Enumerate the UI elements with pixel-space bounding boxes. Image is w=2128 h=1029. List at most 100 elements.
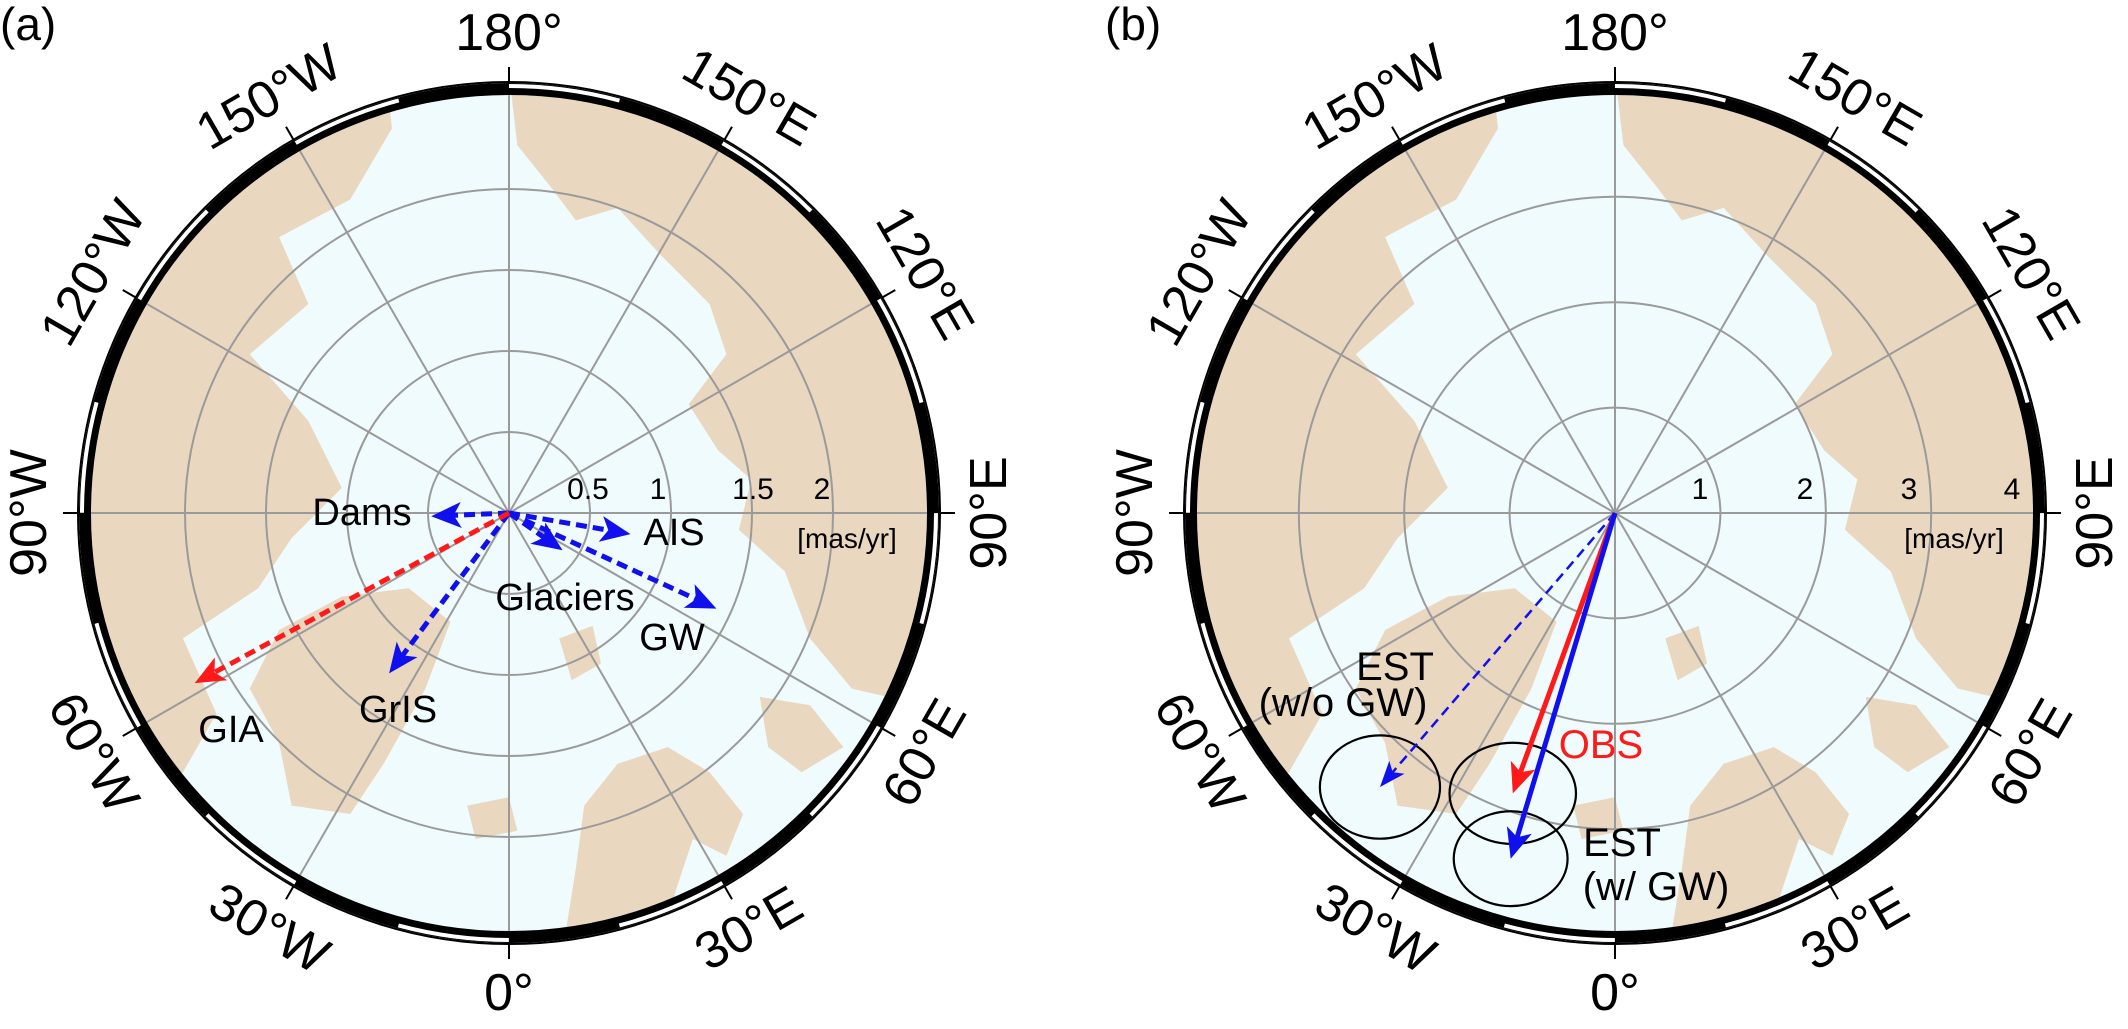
ring-label: 2 [814, 473, 831, 506]
vector-gw: GW [507, 510, 717, 659]
meridian-line [508, 512, 872, 723]
vector-arrowhead [389, 641, 418, 674]
vector-label: Glaciers [495, 577, 634, 619]
meridian-line [1252, 303, 1616, 514]
vector-gris: GrIS [359, 511, 512, 731]
map-frame [79, 83, 939, 943]
meridian-line [1252, 512, 1616, 723]
frame-tick [1391, 126, 1401, 141]
unit-label: [mas/yr] [797, 523, 897, 554]
vector-arrowhead [598, 516, 631, 542]
land-scandinavia [559, 747, 744, 931]
frame-scale-bar [80, 84, 938, 942]
ring-label: 2 [1797, 473, 1814, 506]
vector-glaciers: Glaciers [495, 510, 635, 619]
meridian-label: 90°E [2066, 456, 2124, 569]
meridian-label: 0° [484, 964, 534, 1022]
vector-shaft [453, 510, 510, 518]
land-kola [759, 696, 844, 773]
vector-est-w-gw: EST(w/ GW) [1506, 512, 1730, 909]
frame-tick [881, 727, 896, 737]
ring-label: 4 [2004, 473, 2021, 506]
error-ellipse [1318, 734, 1442, 840]
vector-shaft [1514, 512, 1618, 838]
vector-label: GrIS [359, 689, 437, 731]
vector-arrowhead [1380, 760, 1405, 787]
vector-label: Dams [312, 492, 411, 534]
frame-tick [723, 126, 733, 141]
frame-tick [1228, 289, 1243, 299]
meridian-label: 180° [1561, 4, 1669, 62]
frame-tick [1829, 126, 1839, 141]
meridian-line [508, 303, 872, 514]
frame-tick [1987, 289, 2002, 299]
ring-label: 1 [1692, 473, 1709, 506]
meridian-label: 90°W [0, 449, 58, 577]
vector-shaft [213, 510, 511, 675]
vector-shaft [507, 510, 697, 602]
frame-tick [723, 885, 733, 900]
vector-label: OBS [1559, 723, 1643, 767]
meridian-line [146, 303, 510, 514]
vector-arrowhead [530, 522, 563, 551]
frame-tick [881, 289, 896, 299]
frame-tick [1228, 727, 1243, 737]
land-svalbard [1665, 625, 1707, 681]
frame-tick [1829, 885, 1839, 900]
meridian-line [1614, 150, 1825, 514]
frame-tick [1987, 727, 2002, 737]
meridian-line [299, 150, 510, 514]
vector-dams: Dams [312, 492, 510, 534]
vector-est-w-o-gw: EST(w/o GW) [1259, 512, 1616, 787]
meridian-line [1614, 303, 1978, 514]
land-greenland [249, 588, 451, 814]
error-ellipse [1452, 810, 1569, 908]
panel-label: (a) [0, 0, 56, 50]
frame-scale-bar [1186, 84, 2044, 942]
vector-shaft [1518, 512, 1618, 774]
frame-tick [285, 126, 295, 141]
vector-gia: GIA [194, 510, 511, 751]
vector-label: GIA [198, 709, 264, 751]
vector-label: EST [1356, 645, 1434, 689]
vector-obs: OBS [1510, 512, 1643, 794]
vector-label: GW [639, 617, 705, 659]
panel-label: (b) [1105, 0, 1161, 50]
land-svalbard [559, 625, 601, 681]
ring-label: 1 [650, 473, 667, 506]
meridian-label: 0° [1590, 964, 1640, 1022]
vector-label: (w/o GW) [1259, 681, 1428, 725]
map-frame [1185, 83, 2045, 943]
land-scandinavia [1665, 747, 1850, 931]
ring-label: 0.5 [567, 473, 609, 506]
vector-arrowhead [1510, 760, 1536, 794]
panel-b: 180°150°E120°E90°E60°E30°E0°30°W60°W90°W… [1105, 0, 2124, 1022]
meridian-line [1614, 512, 1978, 723]
vector-shaft [1391, 512, 1616, 774]
meridian-line [508, 150, 719, 514]
vector-arrowhead [683, 584, 717, 609]
frame-tick [122, 727, 137, 737]
meridian-line [299, 512, 510, 876]
meridian-label: 180° [455, 4, 563, 62]
vector-label: (w/ GW) [1583, 865, 1730, 909]
unit-label: [mas/yr] [1904, 523, 2004, 554]
frame-tick [285, 885, 295, 900]
vector-arrowhead [431, 502, 462, 528]
vector-label: AIS [643, 512, 704, 554]
panel-a: 180°150°E120°E90°E60°E30°E0°30°W60°W90°W… [0, 0, 1018, 1022]
land-iceland [467, 797, 518, 839]
frame-tick [122, 289, 137, 299]
ring-label: 3 [1901, 473, 1918, 506]
meridian-line [1405, 512, 1616, 876]
meridian-line [1614, 512, 1825, 876]
vector-ais: AIS [508, 510, 705, 554]
meridian-label: 90°W [1106, 449, 1164, 577]
meridian-label: 90°E [960, 456, 1018, 569]
meridian-line [1405, 150, 1616, 514]
frame-tick [1391, 885, 1401, 900]
vector-label: EST [1583, 821, 1661, 865]
land-kola [1865, 696, 1950, 773]
vector-arrowhead [194, 657, 228, 684]
